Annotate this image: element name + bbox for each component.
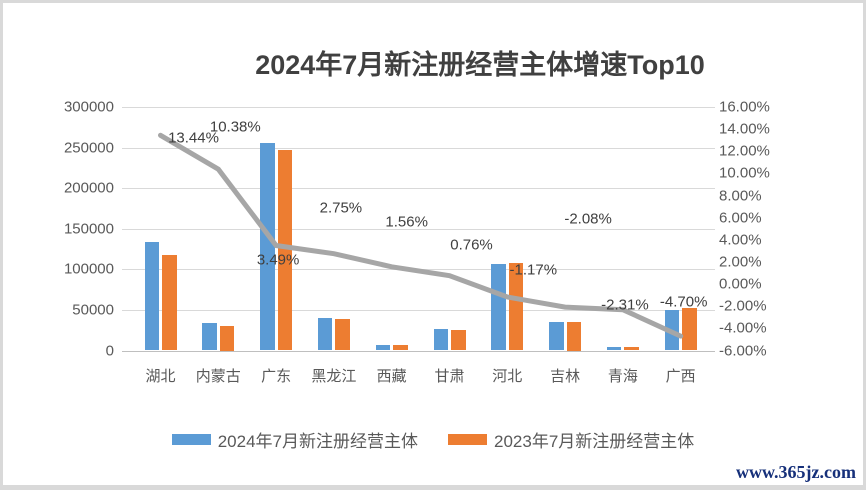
- category-label: 吉林: [550, 368, 581, 385]
- bar-2024: [491, 263, 506, 351]
- gridline: [122, 147, 715, 149]
- bar-2024: [606, 346, 622, 351]
- left-axis-tick: 250000: [63, 139, 114, 157]
- right-axis-tick: 0.00%: [719, 275, 762, 293]
- right-axis-tick: 6.00%: [719, 209, 762, 227]
- right-axis-tick: -6.00%: [719, 342, 767, 359]
- right-axis-tick: 2.00%: [719, 253, 762, 271]
- growth-data-label: -1.17%: [509, 261, 558, 279]
- gridline: [122, 269, 715, 271]
- category-label: 西藏: [376, 368, 407, 385]
- growth-data-label: 10.38%: [209, 118, 261, 136]
- bar-2024: [260, 143, 275, 351]
- right-axis-tick: 12.00%: [719, 142, 770, 160]
- growth-data-label: 2.75%: [319, 199, 363, 217]
- legend-item-2023: 2023年7月新注册经营主体: [448, 427, 694, 452]
- right-axis-tick: 10.00%: [719, 164, 770, 182]
- bar-2024: [433, 329, 448, 351]
- growth-data-label: 0.76%: [450, 236, 493, 254]
- right-axis-tick: 16.00%: [719, 98, 770, 116]
- bar-2023: [566, 321, 582, 351]
- category-label: 湖北: [145, 368, 176, 385]
- growth-data-label: -2.08%: [564, 210, 612, 228]
- watermark-link: www.365jz.com: [736, 462, 856, 482]
- right-axis-tick: 4.00%: [719, 231, 762, 249]
- bar-2024: [144, 241, 159, 351]
- legend-swatch-2023: [448, 434, 487, 445]
- bar-2023: [219, 325, 235, 351]
- legend-swatch-2024: [171, 434, 211, 445]
- growth-data-label: -2.31%: [601, 296, 649, 314]
- category-label: 广西: [665, 368, 696, 385]
- x-axis-line: [122, 350, 715, 352]
- right-axis-tick: -4.00%: [719, 319, 767, 337]
- bar-2023: [393, 345, 408, 351]
- left-axis-tick: 300000: [63, 98, 114, 116]
- left-axis-tick: 150000: [63, 220, 114, 238]
- legend-label-2024: 2024年7月新注册经营主体: [217, 432, 418, 451]
- category-label: 河北: [492, 368, 523, 385]
- legend-item-2024: 2024年7月新注册经营主体: [171, 427, 418, 452]
- growth-data-label: 13.44%: [168, 129, 219, 147]
- left-axis-tick: 100000: [63, 260, 114, 278]
- right-axis-tick: 14.00%: [719, 120, 770, 138]
- bar-2024: [375, 345, 391, 351]
- bar-2024: [549, 322, 564, 351]
- category-label: 内蒙古: [195, 368, 241, 385]
- category-label: 广东: [261, 368, 292, 385]
- gridline: [122, 188, 715, 190]
- bar-2023: [682, 307, 697, 351]
- bar-2023: [451, 329, 466, 351]
- legend: 2024年7月新注册经营主体 2023年7月新注册经营主体: [3, 427, 863, 452]
- bar-2023: [162, 254, 177, 351]
- category-label: 甘肃: [434, 368, 465, 385]
- chart-title: 2024年7月新注册经营主体增速Top10: [255, 50, 705, 80]
- bar-2024: [317, 318, 333, 351]
- growth-data-label: 3.49%: [256, 251, 300, 268]
- category-label: 青海: [607, 368, 638, 385]
- growth-data-label: 1.56%: [385, 213, 428, 231]
- bar-2024: [202, 322, 217, 351]
- growth-data-label: -4.70%: [659, 293, 708, 311]
- left-axis-tick: 50000: [72, 301, 114, 319]
- left-axis-tick: 0: [105, 342, 114, 359]
- bar-2024: [664, 309, 680, 351]
- right-axis-tick: 8.00%: [719, 187, 762, 204]
- bar-2023: [624, 346, 639, 351]
- left-axis-tick: 200000: [63, 179, 114, 197]
- legend-label-2023: 2023年7月新注册经营主体: [494, 432, 695, 451]
- right-axis-tick: -2.00%: [719, 297, 767, 315]
- gridline: [122, 107, 715, 108]
- bar-2023: [335, 319, 350, 351]
- category-label: 黑龙江: [311, 368, 357, 385]
